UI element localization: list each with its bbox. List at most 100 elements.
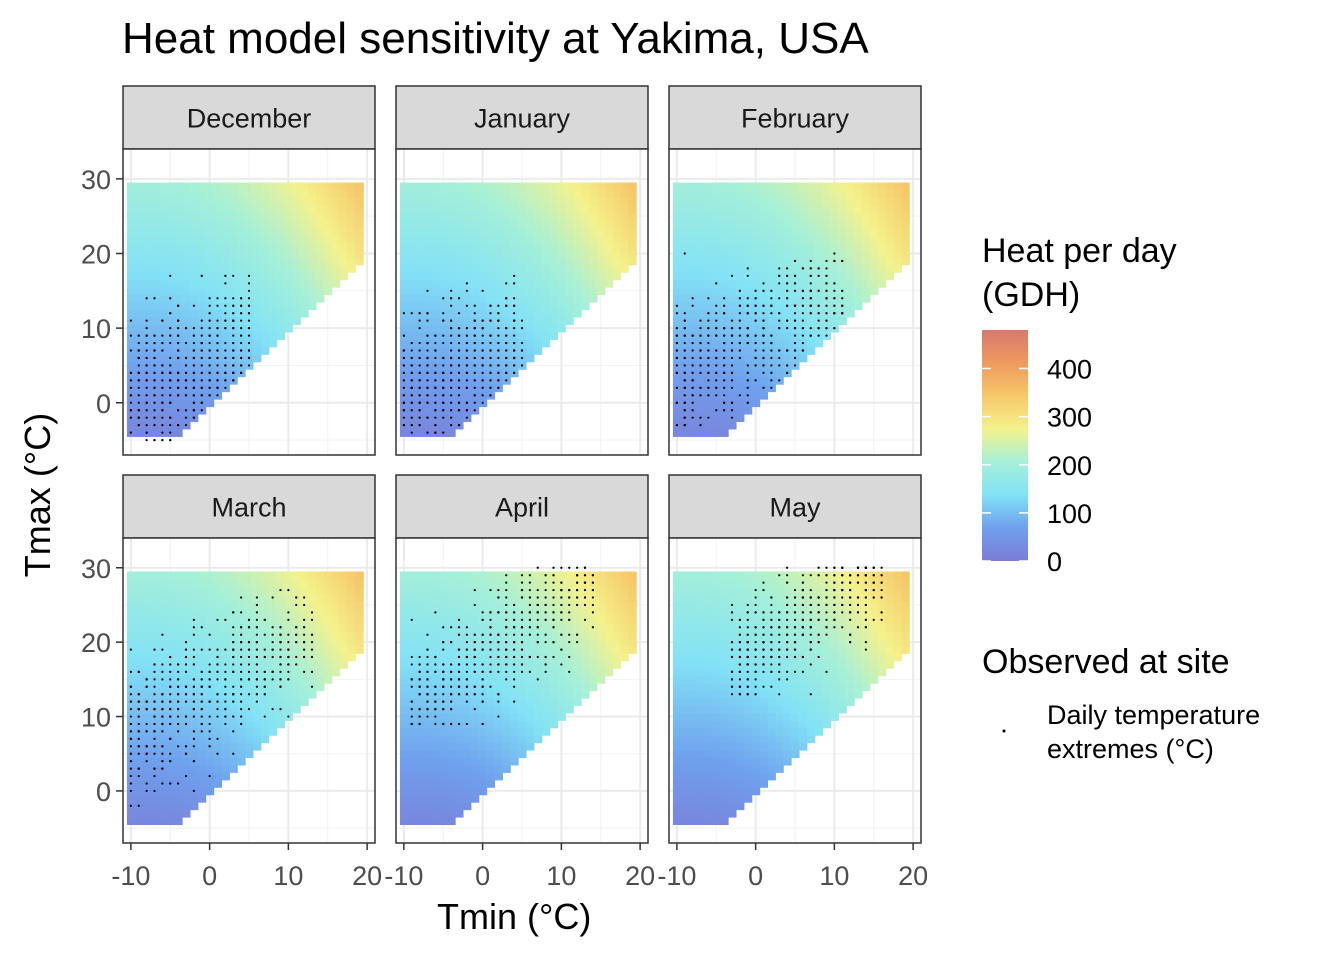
heat-tile xyxy=(588,234,598,243)
observation-point xyxy=(801,297,804,300)
observation-point xyxy=(473,319,476,322)
heat-tile xyxy=(308,593,317,602)
heat-tile xyxy=(166,257,175,266)
heat-tile xyxy=(696,197,706,206)
heat-tile xyxy=(355,608,364,617)
heat-tile xyxy=(158,234,167,243)
heat-tile xyxy=(300,660,309,669)
observation-point xyxy=(177,341,180,345)
heat-tile xyxy=(423,324,433,333)
heat-tile xyxy=(767,242,776,251)
observation-point xyxy=(129,431,132,434)
heat-tile xyxy=(838,197,847,206)
observation-point xyxy=(473,312,476,315)
observation-point xyxy=(481,289,484,292)
heat-tile xyxy=(885,257,895,266)
observation-point xyxy=(801,312,804,315)
heat-tile xyxy=(284,302,293,311)
heat-tile xyxy=(323,630,333,640)
heat-tile xyxy=(339,571,349,580)
heat-tile xyxy=(751,257,761,266)
observation-point xyxy=(778,327,781,330)
observation-point xyxy=(723,401,726,404)
observation-point xyxy=(129,804,132,807)
observation-point xyxy=(208,297,211,300)
observation-point xyxy=(208,319,211,322)
observation-point xyxy=(153,648,156,651)
heat-tile xyxy=(323,653,333,662)
observation-point xyxy=(699,349,702,352)
observation-point xyxy=(762,334,765,337)
heat-tile xyxy=(407,204,417,214)
heat-tile xyxy=(533,331,543,340)
heat-tile xyxy=(688,264,698,273)
heat-tile xyxy=(462,234,472,243)
heat-tile xyxy=(355,623,364,632)
heat-tile xyxy=(182,257,191,266)
observation-point xyxy=(137,334,140,337)
heat-tile xyxy=(525,309,535,318)
observation-point xyxy=(184,424,188,427)
observation-point xyxy=(762,282,765,285)
heat-tile xyxy=(549,264,559,273)
heat-tile xyxy=(399,287,409,296)
heat-tile xyxy=(300,242,309,251)
heat-tile xyxy=(221,571,230,580)
observation-point xyxy=(442,409,445,412)
observation-point xyxy=(145,371,148,374)
observation-point xyxy=(699,334,702,337)
heat-tile xyxy=(775,212,784,221)
observation-point xyxy=(683,379,686,382)
observation-point xyxy=(216,319,219,322)
heat-tile xyxy=(688,249,698,258)
heat-tile xyxy=(846,302,855,311)
observation-point xyxy=(699,416,702,419)
heat-tile xyxy=(150,816,160,825)
heat-tile xyxy=(596,287,606,296)
heat-tile xyxy=(237,219,246,228)
observation-point xyxy=(240,312,243,315)
observation-point xyxy=(129,386,132,389)
heat-tile xyxy=(680,182,690,191)
heat-tile xyxy=(735,406,745,415)
heat-tile xyxy=(331,272,341,281)
heat-tile xyxy=(174,212,183,221)
heat-tile xyxy=(549,287,559,296)
heat-tile xyxy=(166,287,175,296)
observation-point xyxy=(683,409,686,412)
heat-tile xyxy=(252,272,262,281)
observation-point xyxy=(434,409,437,412)
observation-point xyxy=(770,304,773,307)
observation-point xyxy=(145,409,148,412)
observation-point xyxy=(247,349,251,352)
heat-tile xyxy=(783,354,792,363)
heat-tile xyxy=(680,272,690,281)
heat-tile xyxy=(276,571,286,580)
heat-tile xyxy=(174,601,183,610)
heat-tile xyxy=(720,242,729,251)
observation-point xyxy=(778,349,781,352)
heat-tile xyxy=(315,660,325,669)
heat-tile xyxy=(158,653,167,662)
heat-tile xyxy=(292,316,301,325)
heat-tile xyxy=(331,608,341,617)
heat-tile xyxy=(292,668,301,677)
heat-tile xyxy=(221,182,230,191)
heat-tile xyxy=(712,257,721,266)
observation-point xyxy=(465,341,468,345)
observation-point xyxy=(161,371,164,374)
heat-tile xyxy=(735,272,745,281)
heat-tile xyxy=(260,593,270,602)
heat-tile xyxy=(229,675,238,684)
observation-point xyxy=(410,312,413,315)
heat-tile xyxy=(893,234,902,243)
observation-point xyxy=(715,386,718,389)
heat-tile xyxy=(347,638,356,647)
observation-point xyxy=(224,648,227,651)
observation-point xyxy=(232,670,235,674)
heat-tile xyxy=(720,204,729,214)
heat-tile xyxy=(759,219,769,228)
observation-point xyxy=(137,371,140,374)
heat-tile xyxy=(174,645,183,654)
heat-tile xyxy=(494,257,503,266)
